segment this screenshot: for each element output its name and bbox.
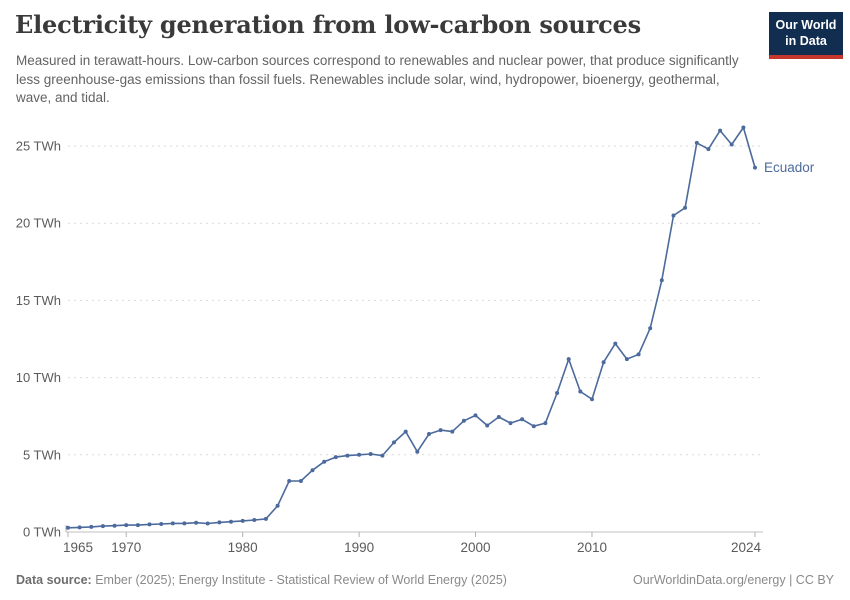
data-point — [322, 459, 327, 464]
data-point — [648, 326, 653, 331]
data-point — [613, 341, 618, 346]
data-point — [298, 479, 303, 483]
data-point — [590, 397, 594, 402]
data-point — [182, 521, 187, 526]
x-axis-tick-label: 1990 — [344, 540, 374, 555]
owid-logo: Our World in Data — [769, 12, 843, 59]
data-point — [345, 453, 350, 458]
data-point — [543, 421, 548, 426]
x-axis-tick-label: 1965 — [63, 540, 93, 555]
data-point — [520, 417, 525, 422]
data-point — [403, 429, 408, 434]
data-point — [380, 453, 385, 458]
data-point — [671, 213, 676, 218]
y-axis-tick-label: 25 TWh — [16, 139, 61, 154]
data-point — [194, 520, 199, 525]
data-point — [753, 165, 757, 170]
x-axis-tick-label: 1980 — [228, 540, 258, 555]
y-axis-tick-label: 0 TWh — [23, 525, 61, 540]
series-end-label: Ecuador — [764, 160, 815, 175]
data-point — [438, 428, 443, 433]
y-axis-tick-label: 5 TWh — [23, 447, 61, 462]
data-point — [566, 357, 571, 362]
data-point — [368, 452, 373, 456]
data-point — [508, 421, 513, 426]
data-point — [659, 278, 664, 283]
data-point — [496, 415, 501, 419]
chart-subtitle: Measured in terawatt-hours. Low-carbon s… — [16, 53, 739, 106]
data-point — [601, 360, 606, 365]
y-axis-tick-label: 10 TWh — [16, 370, 61, 385]
data-point — [694, 140, 699, 145]
data-point — [170, 521, 175, 526]
data-point — [66, 525, 70, 530]
page-title: Electricity generation from low-carbon s… — [15, 10, 641, 39]
owid-logo-line1: Our World — [775, 18, 837, 32]
data-point — [89, 524, 94, 529]
data-point — [275, 503, 280, 508]
y-axis-tick-label: 15 TWh — [16, 293, 61, 308]
data-point — [741, 125, 746, 130]
data-point — [415, 449, 420, 454]
data-point — [205, 521, 210, 526]
data-point — [112, 523, 117, 528]
owid-logo-line2: in Data — [785, 34, 827, 49]
x-axis-tick-label: 1970 — [111, 540, 141, 555]
data-source-note: Data source: Ember (2025); Energy Instit… — [16, 573, 507, 587]
y-axis-tick-label: 20 TWh — [16, 216, 61, 231]
data-point — [124, 523, 129, 528]
data-source-label: Data source: — [16, 573, 92, 587]
data-point — [77, 525, 82, 530]
x-axis-tick-label: 2010 — [577, 540, 607, 555]
data-point — [229, 519, 233, 524]
data-point — [263, 516, 268, 521]
x-axis-tick-label: 2000 — [461, 540, 491, 555]
data-point — [287, 479, 292, 483]
data-point — [485, 423, 490, 428]
data-point — [461, 418, 466, 423]
data-point — [217, 520, 222, 525]
data-point — [706, 147, 711, 152]
line-chart-plot: 0 TWh 5 TWh 10 TWh 15 TWh 20 TWh 25 TWh 1965 19… — [16, 125, 815, 555]
data-point — [147, 522, 152, 527]
data-point — [310, 468, 315, 473]
data-point — [578, 389, 583, 394]
data-point — [100, 524, 105, 529]
data-point — [392, 440, 396, 445]
data-point — [252, 518, 257, 522]
data-point — [683, 205, 688, 210]
data-point — [636, 352, 641, 357]
data-point — [531, 424, 536, 429]
data-source-text: Ember (2025); Energy Institute - Statist… — [91, 573, 507, 587]
data-point — [333, 455, 338, 460]
data-point — [729, 142, 734, 147]
data-point — [473, 413, 478, 418]
chart-footer: Data source: Ember (2025); Energy Instit… — [16, 573, 834, 587]
data-point — [555, 391, 560, 395]
data-point — [135, 523, 140, 528]
data-point — [159, 522, 164, 526]
license-note: OurWorldinData.org/energy | CC BY — [632, 573, 834, 587]
x-axis-tick-label: 2024 — [731, 540, 762, 555]
data-point — [427, 432, 431, 436]
data-point — [357, 452, 362, 457]
data-point — [450, 429, 455, 434]
data-point — [718, 128, 723, 133]
data-point — [240, 518, 245, 523]
data-point — [624, 357, 629, 362]
